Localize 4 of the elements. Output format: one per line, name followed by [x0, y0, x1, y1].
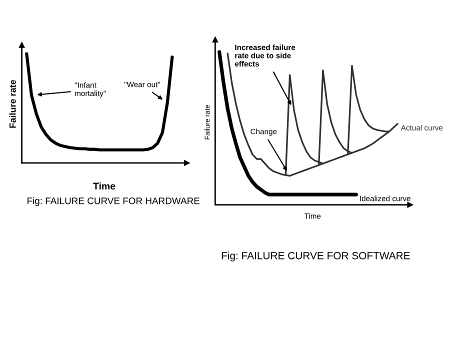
text: Fig: FAILURE CURVE FOR SOFTWARE — [222, 252, 410, 262]
text: Fig: FAILURE CURVE FOR HARDWARE — [28, 197, 200, 206]
x-axis-title: Time — [93, 182, 116, 190]
y-axis-title: Failure rate — [9, 80, 16, 128]
